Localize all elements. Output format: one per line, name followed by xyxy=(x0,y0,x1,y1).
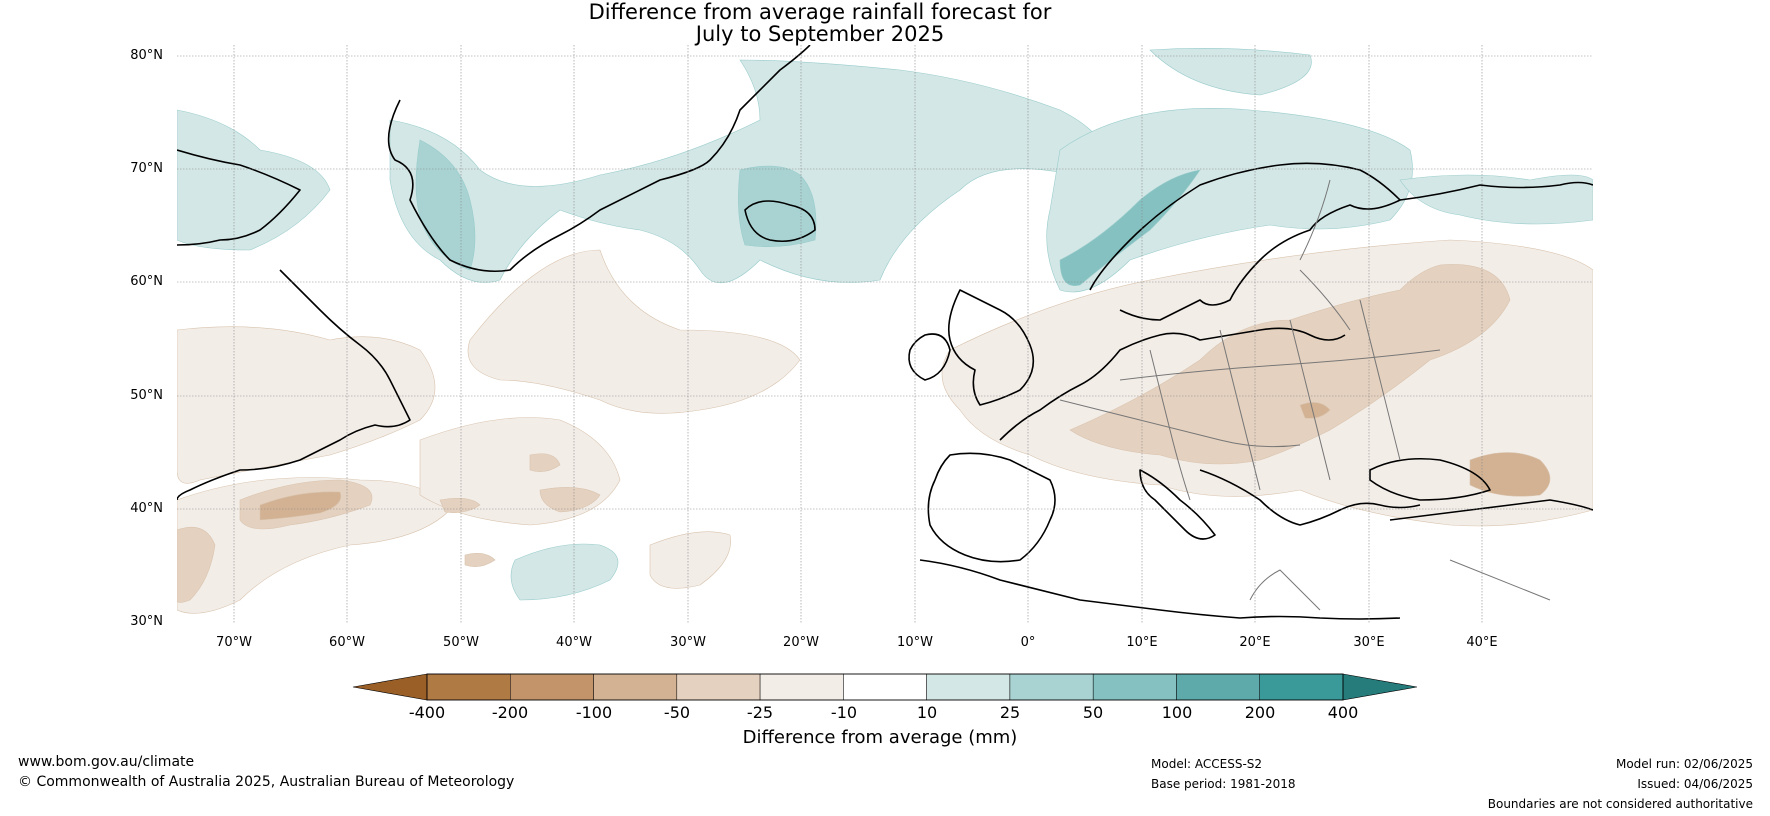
lon-label-10w: 10°W xyxy=(897,635,933,650)
russia-arctic-coast xyxy=(1399,181,1593,201)
lon-label-20w: 20°W xyxy=(783,635,819,650)
arctic-canada-wet xyxy=(177,109,331,251)
balkans-coast xyxy=(1199,469,1421,526)
graticule xyxy=(177,45,1593,623)
lon-label-0: 0° xyxy=(1020,635,1036,650)
lat-label-70n: 70°N xyxy=(130,161,163,176)
colorbar-cell xyxy=(510,673,594,701)
lon-label-30w: 30°W xyxy=(670,635,706,650)
colorbar-tick: -400 xyxy=(408,703,446,722)
colorbar-tick: 100 xyxy=(1161,703,1193,722)
iceland-coast xyxy=(744,200,816,243)
iceland-wet xyxy=(738,165,817,247)
labrador-coast xyxy=(177,269,411,501)
norway-coast xyxy=(1089,162,1401,321)
colorbar-tick: -10 xyxy=(830,703,858,722)
map-title-line-1: Difference from average rainfall forecas… xyxy=(588,0,1052,24)
colorbar-cell xyxy=(926,673,1011,701)
footer-base-period: Base period: 1981-2018 xyxy=(1151,777,1296,791)
footer-issued: Issued: 04/06/2025 xyxy=(1637,777,1753,791)
lat-label-50n: 50°N xyxy=(130,388,163,403)
footer-model-run: Model run: 02/06/2025 xyxy=(1615,757,1753,771)
lon-label-50w: 50°W xyxy=(443,635,479,650)
far-west-dry xyxy=(177,526,216,603)
colorbar-tick: 25 xyxy=(999,703,1021,722)
europe-coast xyxy=(999,327,1346,441)
norwegian-sea-wet xyxy=(1046,108,1413,293)
map-plot-area xyxy=(177,45,1593,623)
lon-label-20e: 20°E xyxy=(1239,635,1271,650)
atlantic-wet-2 xyxy=(510,543,619,601)
black-sea xyxy=(1369,457,1491,501)
footer-website: www.bom.gov.au/climate xyxy=(18,754,195,770)
atlantic-dry-small-4 xyxy=(464,553,496,567)
colorbar-cells xyxy=(426,673,1344,701)
lat-label-40n: 40°N xyxy=(130,501,163,516)
lat-label-80n: 80°N xyxy=(130,48,163,63)
colorbar-tick: 200 xyxy=(1244,703,1276,722)
baffin-coast xyxy=(177,149,301,246)
map-title-line-2: July to September 2025 xyxy=(695,22,945,46)
country-borders xyxy=(1059,179,1551,611)
lon-label-40w: 40°W xyxy=(556,635,592,650)
colorbar-tick: -50 xyxy=(663,703,691,722)
lon-label-60w: 60°W xyxy=(329,635,365,650)
colorbar-cell xyxy=(426,673,511,701)
carpathian-dry xyxy=(1299,402,1331,419)
caucasus-dry xyxy=(1469,452,1551,497)
north-africa-coast xyxy=(919,559,1401,620)
colorbar-extend-low xyxy=(352,673,428,701)
colorbar-label-wrap: Difference from average (mm) xyxy=(0,727,1770,748)
west-atlantic-dry-strong xyxy=(259,491,342,521)
svalbard-wet xyxy=(1149,48,1312,96)
coastlines xyxy=(177,45,1593,620)
colorbar-tick: 50 xyxy=(1082,703,1104,722)
colorbar-extend-high xyxy=(1342,673,1418,701)
colorbar-cell xyxy=(1092,673,1177,701)
italy-coast xyxy=(1139,469,1216,540)
lat-label-60n: 60°N xyxy=(130,274,163,289)
ireland xyxy=(908,333,951,381)
colorbar-label: Difference from average (mm) xyxy=(742,727,1018,748)
footer-model: Model: ACCESS-S2 xyxy=(1151,757,1263,771)
footer-disclaimer: Boundaries are not considered authoritat… xyxy=(1487,797,1753,811)
east-atlantic-dry xyxy=(649,531,731,589)
lon-label-10e: 10°E xyxy=(1126,635,1158,650)
colorbar-cell xyxy=(1259,673,1344,701)
colorbar-cell xyxy=(1009,673,1094,701)
colorbar-tick: 400 xyxy=(1327,703,1359,722)
footer-copyright: © Commonwealth of Australia 2025, Austra… xyxy=(18,774,515,790)
colorbar-cell xyxy=(759,673,844,701)
wet-anomaly-regions xyxy=(177,48,1593,601)
lon-label-40e: 40°E xyxy=(1466,635,1498,650)
atlantic-dry-small-2 xyxy=(539,487,601,513)
colorbar-tick: -200 xyxy=(491,703,529,722)
colorbar-tick: -100 xyxy=(575,703,613,722)
colorbar-cell xyxy=(843,673,927,701)
lon-label-30e: 30°E xyxy=(1353,635,1385,650)
colorbar xyxy=(352,673,1418,701)
mid-atlantic-dry xyxy=(467,249,801,414)
west-atlantic-dry xyxy=(177,326,436,484)
colorbar-cell xyxy=(593,673,678,701)
colorbar-tick: 10 xyxy=(916,703,938,722)
colorbar-tick: -25 xyxy=(746,703,774,722)
turkey-coast xyxy=(1389,499,1593,521)
arctic-east-wet xyxy=(1399,174,1593,225)
colorbar-cell xyxy=(676,673,761,701)
colorbar-cell xyxy=(1176,673,1260,701)
greenland-coast xyxy=(387,45,811,273)
iberia-coast xyxy=(927,452,1056,563)
atlantic-dry-small-1 xyxy=(529,453,561,472)
lon-label-70w: 70°W xyxy=(216,635,252,650)
british-isles xyxy=(947,289,1035,406)
lat-label-30n: 30°N xyxy=(130,614,163,629)
norway-coast-wet xyxy=(1059,169,1201,287)
